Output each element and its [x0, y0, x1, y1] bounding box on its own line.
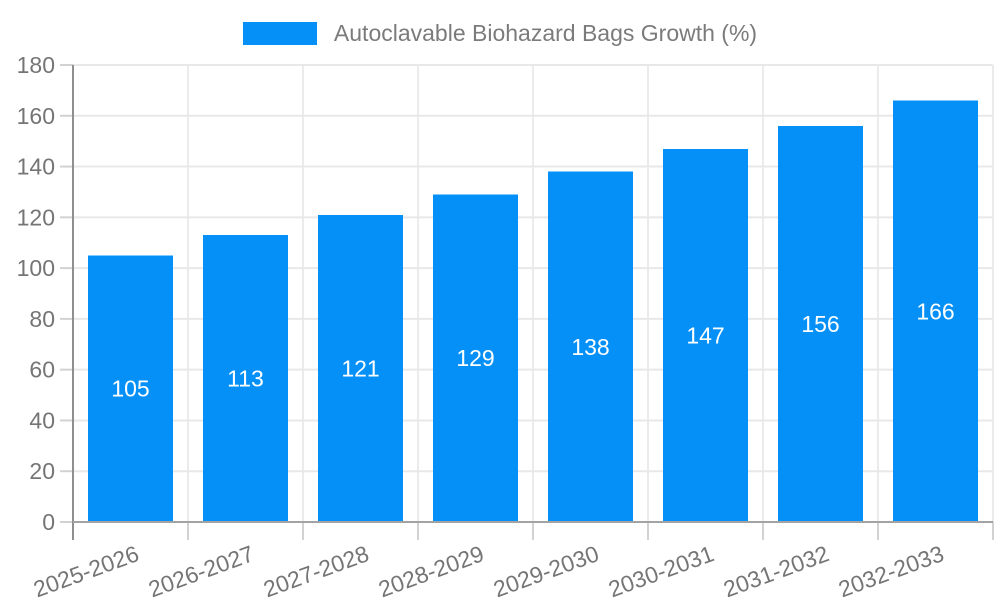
y-axis-tick-label: 20 — [29, 458, 55, 484]
bar-value-label: 156 — [801, 311, 839, 337]
legend-label[interactable]: Autoclavable Biohazard Bags Growth (%) — [333, 20, 758, 46]
bar[interactable] — [318, 214, 403, 523]
y-axis-tick-label: 80 — [29, 306, 55, 332]
bar-value-label: 121 — [341, 355, 379, 381]
chart-legend: Autoclavable Biohazard Bags Growth (%) — [0, 20, 1000, 47]
y-axis-tick-label: 60 — [29, 357, 55, 383]
x-axis-label: 2030-2031 — [605, 540, 717, 600]
y-axis-tick-label: 120 — [17, 204, 55, 230]
y-axis-tick-label: 140 — [17, 154, 55, 180]
y-axis-tick-label: 160 — [17, 103, 55, 129]
x-axis-label: 2031-2032 — [720, 540, 832, 600]
bar-value-label: 113 — [227, 366, 264, 392]
x-axis-label: 2026-2027 — [145, 540, 257, 600]
x-axis-label: 2028-2029 — [375, 540, 487, 600]
y-axis-tick-label: 0 — [42, 509, 55, 535]
bar-value-label: 147 — [686, 322, 724, 348]
x-axis-label: 2027-2028 — [260, 540, 372, 600]
x-axis-label: 2025-2026 — [30, 540, 142, 600]
x-axis-label: 2029-2030 — [490, 540, 602, 600]
bar[interactable] — [663, 148, 748, 523]
bar-value-label: 105 — [111, 376, 149, 402]
bar[interactable] — [433, 194, 518, 522]
bar[interactable] — [88, 255, 173, 522]
bar-value-label: 166 — [916, 298, 954, 324]
bar-value-label: 138 — [571, 334, 609, 360]
legend-swatch[interactable] — [242, 22, 317, 45]
bar-value-label: 129 — [456, 345, 494, 371]
bar[interactable] — [203, 235, 288, 522]
y-axis-tick-label: 180 — [17, 52, 55, 78]
bar[interactable] — [778, 125, 863, 522]
bar[interactable] — [548, 171, 633, 522]
x-axis-label: 2032-2033 — [835, 540, 947, 600]
bar[interactable] — [893, 100, 978, 523]
y-axis-tick-label: 100 — [17, 255, 55, 281]
y-axis-tick-label: 40 — [29, 407, 55, 433]
